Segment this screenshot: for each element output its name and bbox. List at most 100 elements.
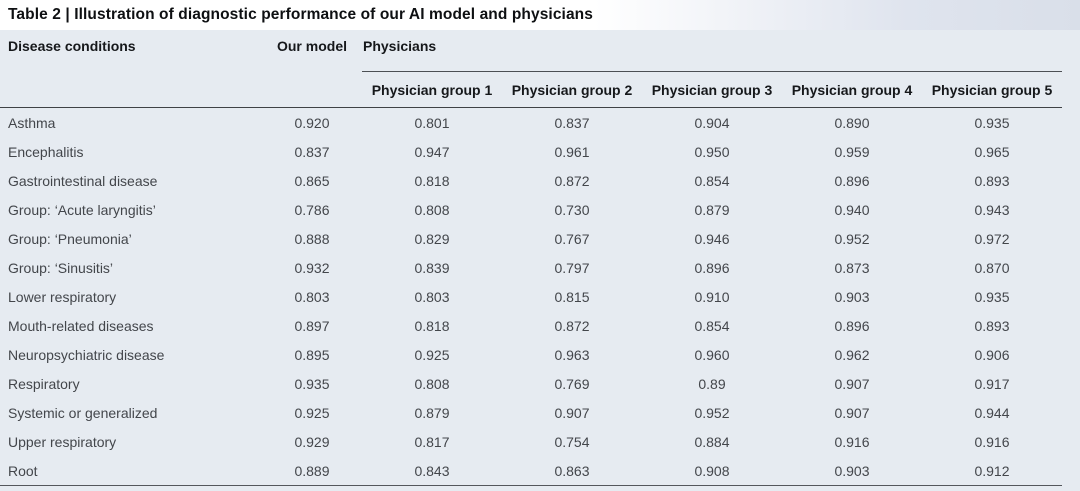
value-cell: 0.730	[554, 201, 590, 218]
value-cell: 0.839	[414, 259, 450, 276]
col-header-physicians: Physicians	[362, 30, 1062, 72]
value-cell: 0.907	[834, 404, 870, 421]
value-cell: 0.873	[834, 259, 870, 276]
value-cell: 0.935	[294, 375, 330, 392]
value-cell: 0.925	[414, 346, 450, 363]
value-cell: 0.935	[974, 114, 1010, 131]
value-cell: 0.906	[974, 346, 1010, 363]
row-spacer	[1062, 282, 1080, 311]
disease-cell: Asthma	[8, 114, 56, 131]
disease-cell: Encephalitis	[8, 143, 84, 160]
value-cell: 0.872	[554, 172, 590, 189]
value-cell: 0.920	[294, 114, 330, 131]
disease-cell: Respiratory	[8, 375, 80, 392]
table-row: Root 0.889 0.843 0.863 0.908 0.903 0.912	[0, 456, 1080, 486]
table-row: Encephalitis 0.837 0.947 0.961 0.950 0.959 0.9…	[0, 137, 1080, 166]
table-row: Asthma 0.920 0.801 0.837 0.904 0.890 0.935	[0, 108, 1080, 138]
summary-value-group-1: 0.841	[362, 485, 502, 491]
value-cell: 0.959	[834, 143, 870, 160]
value-cell: 0.929	[294, 433, 330, 450]
value-cell: 0.888	[294, 230, 330, 247]
value-cell: 0.801	[414, 114, 450, 131]
disease-cell: Lower respiratory	[8, 288, 117, 305]
value-cell: 0.803	[414, 288, 450, 305]
value-cell: 0.808	[414, 375, 450, 392]
summary-spacer	[1062, 486, 1080, 491]
table-footer: Average F1 score 0.885 0.841 0.839 0.907…	[0, 485, 1080, 491]
row-spacer	[1062, 253, 1080, 282]
value-cell: 0.965	[974, 143, 1010, 160]
value-cell: 0.865	[294, 172, 330, 189]
row-spacer	[1062, 369, 1080, 398]
value-cell: 0.89	[698, 375, 726, 392]
row-spacer	[1062, 166, 1080, 195]
table-row: Mouth-related diseases 0.897 0.818 0.872 0.8…	[0, 311, 1080, 340]
value-cell: 0.893	[974, 317, 1010, 334]
table-header: Disease conditions Our model Physicians …	[0, 30, 1080, 108]
value-cell: 0.786	[294, 201, 330, 218]
value-cell: 0.754	[554, 433, 590, 450]
value-cell: 0.903	[834, 288, 870, 305]
row-spacer	[1062, 456, 1080, 486]
table-row: Group: ‘Sinusitis’ 0.932 0.839 0.797 0.896 0.…	[0, 253, 1080, 282]
value-cell: 0.854	[694, 317, 730, 334]
table-body: Asthma 0.920 0.801 0.837 0.904 0.890 0.935 Ence…	[0, 108, 1080, 486]
value-cell: 0.889	[294, 462, 330, 479]
value-cell: 0.916	[974, 433, 1010, 450]
disease-cell: Gastrointestinal disease	[8, 172, 158, 189]
table-title-bar: Table 2 | Illustration of diagnostic per…	[0, 0, 1080, 30]
value-cell: 0.896	[834, 317, 870, 334]
col-header-physician-group-2: Physician group 2	[502, 71, 642, 108]
value-cell: 0.908	[694, 462, 730, 479]
value-cell: 0.843	[414, 462, 450, 479]
performance-table: Disease conditions Our model Physicians …	[0, 30, 1080, 491]
value-cell: 0.952	[834, 230, 870, 247]
value-cell: 0.817	[414, 433, 450, 450]
value-cell: 0.963	[554, 346, 590, 363]
value-cell: 0.837	[554, 114, 590, 131]
value-cell: 0.896	[694, 259, 730, 276]
table-row: Group: ‘Acute laryngitis’ 0.786 0.808 0.730…	[0, 195, 1080, 224]
value-cell: 0.962	[834, 346, 870, 363]
table-row: Group: ‘Pneumonia’ 0.888 0.829 0.767 0.946 0.…	[0, 224, 1080, 253]
value-cell: 0.910	[694, 288, 730, 305]
value-cell: 0.935	[974, 288, 1010, 305]
value-cell: 0.893	[974, 172, 1010, 189]
value-cell: 0.815	[554, 288, 590, 305]
row-spacer	[1062, 137, 1080, 166]
row-spacer	[1062, 427, 1080, 456]
value-cell: 0.961	[554, 143, 590, 160]
disease-cell: Upper respiratory	[8, 433, 117, 450]
value-cell: 0.904	[694, 114, 730, 131]
table-row: Systemic or generalized 0.925 0.879 0.907 0.…	[0, 398, 1080, 427]
value-cell: 0.896	[834, 172, 870, 189]
value-cell: 0.947	[414, 143, 450, 160]
value-cell: 0.903	[834, 462, 870, 479]
value-cell: 0.854	[694, 172, 730, 189]
table-row: Lower respiratory 0.803 0.803 0.815 0.910 0.9…	[0, 282, 1080, 311]
value-cell: 0.907	[834, 375, 870, 392]
value-cell: 0.879	[694, 201, 730, 218]
value-cell: 0.960	[694, 346, 730, 363]
table-row: Respiratory 0.935 0.808 0.769 0.89 0.907 0.917	[0, 369, 1080, 398]
summary-value-group-5: 0.923	[922, 485, 1062, 491]
value-cell: 0.897	[294, 317, 330, 334]
disease-cell: Group: ‘Pneumonia’	[8, 230, 132, 247]
value-cell: 0.890	[834, 114, 870, 131]
table-row: Upper respiratory 0.929 0.817 0.754 0.884 0.9…	[0, 427, 1080, 456]
value-cell: 0.769	[554, 375, 590, 392]
value-cell: 0.916	[834, 433, 870, 450]
value-cell: 0.925	[294, 404, 330, 421]
col-header-our-model: Our model	[262, 30, 362, 108]
disease-cell: Systemic or generalized	[8, 404, 158, 421]
header-spacer	[1062, 30, 1080, 108]
header-row-2: Physician group 1 Physician group 2 Phys…	[0, 71, 1080, 108]
value-cell: 0.943	[974, 201, 1010, 218]
value-cell: 0.940	[834, 201, 870, 218]
col-header-physician-group-4: Physician group 4	[782, 71, 922, 108]
value-cell: 0.870	[974, 259, 1010, 276]
summary-value-group-3: 0.907	[642, 485, 782, 491]
summary-label: Average F1 score	[0, 485, 262, 491]
disease-cell: Mouth-related diseases	[8, 317, 154, 334]
